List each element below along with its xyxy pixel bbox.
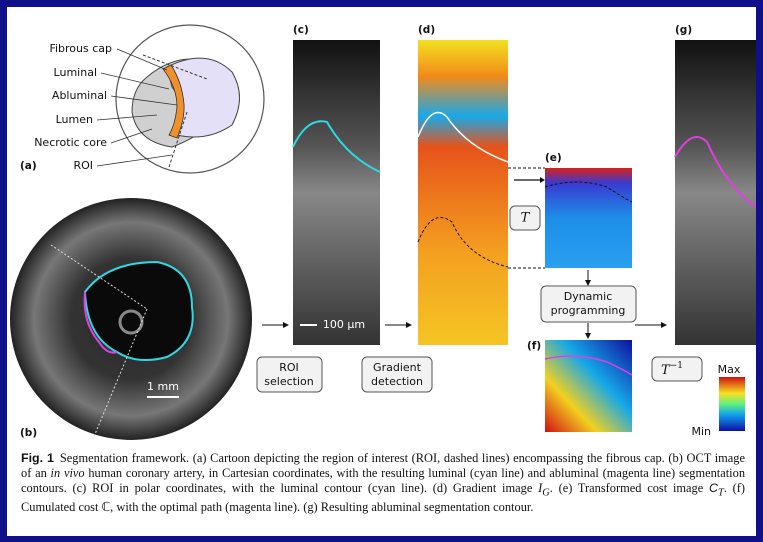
panel-label: (g) [675,24,692,36]
step-label: Gradient [373,361,422,374]
colorbar-label: Min [691,425,711,438]
step-label: programming [551,304,626,317]
cartoon-label: Lumen [56,113,93,126]
step-label: ROI [279,361,299,374]
page: Fibrous cap Luminal Abluminal Lumen Necr… [0,0,763,542]
caption-text: in vivo [51,466,85,480]
step-label: selection [264,375,313,388]
scale-label: 1 mm [147,380,179,393]
step-label: detection [371,375,423,388]
panel-label: (c) [293,24,309,36]
inverse-exponent: −1 [670,361,683,371]
cartoon-label: Luminal [54,66,97,79]
panel-label: (f) [527,340,541,352]
panel-label: (e) [545,152,562,164]
caption-math: C [709,481,718,495]
cartoon-label: Necrotic core [34,136,107,149]
transform-label: T [521,211,531,226]
colorbar-label: Max [718,363,741,376]
caption-label: Fig. 1 [21,451,54,465]
cartoon-label: Fibrous cap [49,42,112,55]
cartoon-label: ROI [73,159,93,172]
figure-area: Fibrous cap Luminal Abluminal Lumen Necr… [7,7,756,536]
panel-label: (b) [20,427,37,439]
step-label: Dynamic [564,290,613,303]
caption-text: . (e) Transformed cost image [550,481,709,495]
panel-label: (d) [418,24,435,36]
panel-label: (a) [20,160,37,172]
scale-label: 100 µm [323,318,365,331]
cartoon-label: Abluminal [52,89,107,102]
figure: Fibrous cap Luminal Abluminal Lumen Necr… [7,7,756,447]
caption-math: G [542,487,549,498]
